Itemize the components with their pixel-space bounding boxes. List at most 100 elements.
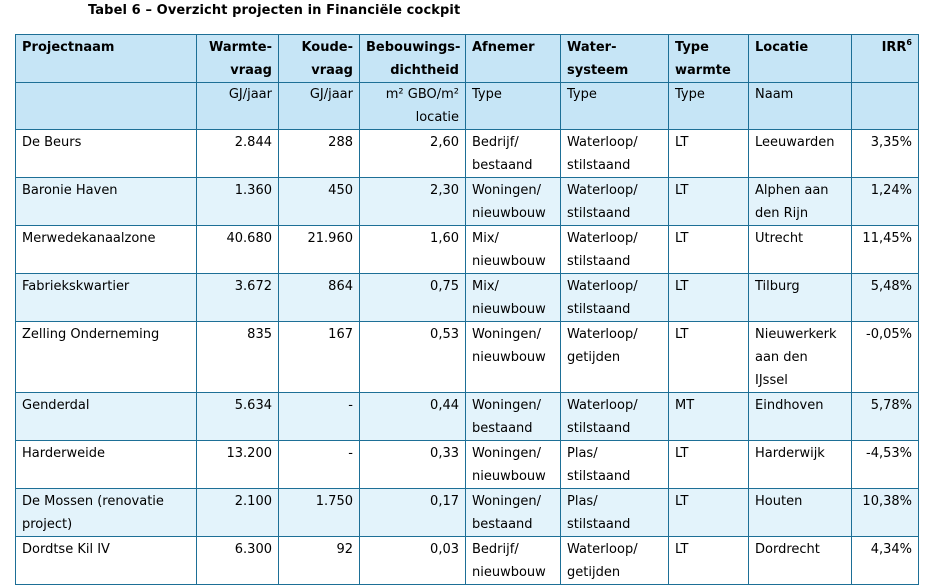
cell-water-line1: Waterloop/ bbox=[567, 183, 638, 198]
unit-projectnaam bbox=[15, 82, 197, 130]
col-header-afnemer: Afnemer bbox=[465, 34, 561, 83]
cell-projectnaam: De Beurs bbox=[15, 129, 197, 178]
cell-irr: 5,48% bbox=[851, 273, 919, 322]
cell-projectnaam: Zelling Onderneming bbox=[15, 321, 197, 393]
cell-afnemer-line2: nieuwbouw bbox=[472, 350, 546, 365]
cell-water-line2: stilstaand bbox=[567, 517, 631, 532]
cell-warmtevraag: 40.680 bbox=[196, 225, 279, 274]
table-row: Baronie Haven 1.360 450 2,30 Woningen/ni… bbox=[15, 177, 919, 226]
cell-afnemer-line2: nieuwbouw bbox=[472, 206, 546, 221]
cell-water-line2: getijden bbox=[567, 350, 621, 365]
cell-locatie: Utrecht bbox=[748, 225, 852, 274]
cell-watersysteem: Waterloop/stilstaand bbox=[560, 273, 669, 322]
cell-afnemer: Mix/nieuwbouw bbox=[465, 225, 561, 274]
cell-locatie-line1: Dordrecht bbox=[755, 542, 820, 557]
table-row: Harderweide 13.200 - 0,33 Woningen/nieuw… bbox=[15, 440, 919, 489]
table-row: Genderdal 5.634 - 0,44 Woningen/bestaand… bbox=[15, 392, 919, 441]
cell-afnemer-line1: Woningen/ bbox=[472, 494, 542, 509]
cell-water-line2: stilstaand bbox=[567, 206, 631, 221]
cell-bebouwingsdichtheid: 0,53 bbox=[359, 321, 466, 393]
cell-afnemer-line2: bestaand bbox=[472, 517, 533, 532]
unit-type-warmte: Type bbox=[668, 82, 749, 130]
cell-projectnaam: De Mossen (renovatie project) bbox=[15, 488, 197, 537]
cell-afnemer-line1: Woningen/ bbox=[472, 327, 542, 342]
cell-projectnaam: Harderweide bbox=[15, 440, 197, 489]
cell-locatie-line1: Houten bbox=[755, 494, 803, 509]
cell-afnemer-line1: Woningen/ bbox=[472, 183, 542, 198]
cell-water-line1: Waterloop/ bbox=[567, 279, 638, 294]
cell-locatie: Leeuwarden bbox=[748, 129, 852, 178]
table-row: De Mossen (renovatie project) 2.100 1.75… bbox=[15, 488, 919, 537]
cell-warmtevraag: 13.200 bbox=[196, 440, 279, 489]
cell-koudevraag: - bbox=[278, 392, 360, 441]
cell-locatie: Alphen aan den Rijn bbox=[748, 177, 852, 226]
cell-watersysteem: Waterloop/getijden bbox=[560, 321, 669, 393]
cell-afnemer-line2: nieuwbouw bbox=[472, 302, 546, 317]
unit-afnemer: Type bbox=[465, 82, 561, 130]
col-header-koudevraag: Koude-vraag bbox=[278, 34, 360, 83]
cell-afnemer-line1: Mix/ bbox=[472, 279, 499, 294]
col-header-irr: IRR6 bbox=[851, 34, 919, 83]
projects-table: Projectnaam Warmte-vraag Koude-vraag Beb… bbox=[15, 34, 919, 585]
cell-afnemer-line1: Woningen/ bbox=[472, 398, 542, 413]
cell-water-line1: Waterloop/ bbox=[567, 542, 638, 557]
cell-irr: 11,45% bbox=[851, 225, 919, 274]
cell-water-line1: Plas/ bbox=[567, 494, 598, 509]
cell-water-line1: Waterloop/ bbox=[567, 327, 638, 342]
cell-bebouwingsdichtheid: 0,33 bbox=[359, 440, 466, 489]
cell-watersysteem: Waterloop/stilstaand bbox=[560, 392, 669, 441]
cell-warmtevraag: 2.100 bbox=[196, 488, 279, 537]
cell-locatie-line1: Utrecht bbox=[755, 231, 804, 246]
cell-watersysteem: Waterloop/getijden bbox=[560, 536, 669, 585]
cell-water-line2: stilstaand bbox=[567, 421, 631, 436]
cell-irr: -0,05% bbox=[851, 321, 919, 393]
cell-watersysteem: Waterloop/stilstaand bbox=[560, 177, 669, 226]
cell-type-warmte: MT bbox=[668, 392, 749, 441]
cell-irr: 3,35% bbox=[851, 129, 919, 178]
cell-irr: -4,53% bbox=[851, 440, 919, 489]
cell-afnemer-line2: nieuwbouw bbox=[472, 565, 546, 580]
table-caption: Tabel 6 – Overzicht projecten in Financi… bbox=[88, 3, 461, 18]
unit-irr bbox=[851, 82, 919, 130]
cell-afnemer: Woningen/nieuwbouw bbox=[465, 440, 561, 489]
cell-type-warmte: LT bbox=[668, 129, 749, 178]
cell-type-warmte: LT bbox=[668, 273, 749, 322]
cell-type-warmte: LT bbox=[668, 177, 749, 226]
col-header-projectnaam: Projectnaam bbox=[15, 34, 197, 83]
cell-afnemer-line1: Mix/ bbox=[472, 231, 499, 246]
table-row: Merwedekanaalzone 40.680 21.960 1,60 Mix… bbox=[15, 225, 919, 274]
cell-water-line2: stilstaand bbox=[567, 254, 631, 269]
cell-water-line2: stilstaand bbox=[567, 302, 631, 317]
cell-koudevraag: 167 bbox=[278, 321, 360, 393]
cell-locatie: Nieuwerkerk aan den IJssel bbox=[748, 321, 852, 393]
cell-afnemer: Woningen/nieuwbouw bbox=[465, 177, 561, 226]
cell-koudevraag: - bbox=[278, 440, 360, 489]
cell-koudevraag: 21.960 bbox=[278, 225, 360, 274]
cell-projectnaam: Genderdal bbox=[15, 392, 197, 441]
cell-watersysteem: Waterloop/stilstaand bbox=[560, 225, 669, 274]
cell-locatie-line1: Nieuwerkerk bbox=[755, 327, 837, 342]
cell-watersysteem: Plas/stilstaand bbox=[560, 440, 669, 489]
table-row: Zelling Onderneming 835 167 0,53 Woninge… bbox=[15, 321, 919, 393]
cell-water-line1: Waterloop/ bbox=[567, 135, 638, 150]
cell-type-warmte: LT bbox=[668, 440, 749, 489]
cell-warmtevraag: 2.844 bbox=[196, 129, 279, 178]
cell-irr: 1,24% bbox=[851, 177, 919, 226]
cell-projectnaam: Merwedekanaalzone bbox=[15, 225, 197, 274]
cell-type-warmte: LT bbox=[668, 536, 749, 585]
cell-afnemer: Woningen/bestaand bbox=[465, 392, 561, 441]
cell-locatie: Eindhoven bbox=[748, 392, 852, 441]
cell-locatie: Tilburg bbox=[748, 273, 852, 322]
cell-locatie: Harderwijk bbox=[748, 440, 852, 489]
unit-warmtevraag: GJ/jaar bbox=[196, 82, 279, 130]
cell-afnemer: Woningen/nieuwbouw bbox=[465, 321, 561, 393]
unit-watersysteem: Type bbox=[560, 82, 669, 130]
cell-koudevraag: 450 bbox=[278, 177, 360, 226]
cell-water-line2: stilstaand bbox=[567, 158, 631, 173]
col-header-type-warmte: Type warmte bbox=[668, 34, 749, 83]
header-row: Projectnaam Warmte-vraag Koude-vraag Beb… bbox=[15, 34, 919, 83]
cell-water-line1: Waterloop/ bbox=[567, 231, 638, 246]
cell-afnemer-line2: nieuwbouw bbox=[472, 469, 546, 484]
cell-bebouwingsdichtheid: 2,30 bbox=[359, 177, 466, 226]
cell-afnemer: Mix/nieuwbouw bbox=[465, 273, 561, 322]
